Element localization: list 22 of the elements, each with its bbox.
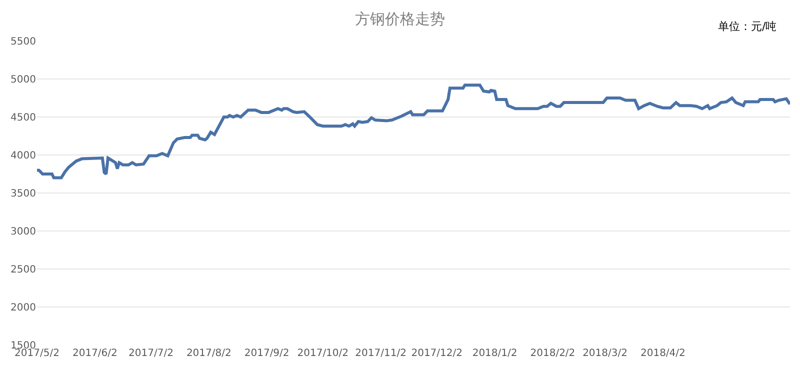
x-tick-label: 2017/11/2 (355, 348, 406, 359)
y-tick-label: 2500 (10, 264, 36, 276)
x-tick-label: 2017/7/2 (128, 348, 174, 359)
y-tick-label: 3500 (10, 188, 36, 200)
x-tick-label: 2017/8/2 (186, 348, 232, 359)
y-tick-label: 4500 (10, 112, 36, 124)
y-tick-label: 4000 (10, 150, 36, 162)
y-tick-label: 2000 (10, 302, 36, 314)
x-tick-label: 2017/9/2 (244, 348, 290, 359)
x-tick-label: 2017/12/2 (411, 348, 462, 359)
y-tick-label: 3000 (10, 226, 36, 238)
x-tick-label: 2018/1/2 (472, 348, 518, 359)
chart-title: 方钢价格走势 (355, 10, 445, 28)
x-tick-label: 2018/4/2 (640, 348, 686, 359)
y-tick-label: 5500 (10, 36, 36, 48)
x-tick-label: 2018/3/2 (582, 348, 628, 359)
y-tick-label: 5000 (10, 74, 36, 86)
text: 单位：元/吨 (718, 20, 777, 33)
x-tick-label: 2017/6/2 (72, 348, 118, 359)
x-tick-label: 2018/2/2 (530, 348, 576, 359)
x-tick-label: 2017/10/2 (297, 348, 349, 359)
line-series (37, 84, 790, 180)
